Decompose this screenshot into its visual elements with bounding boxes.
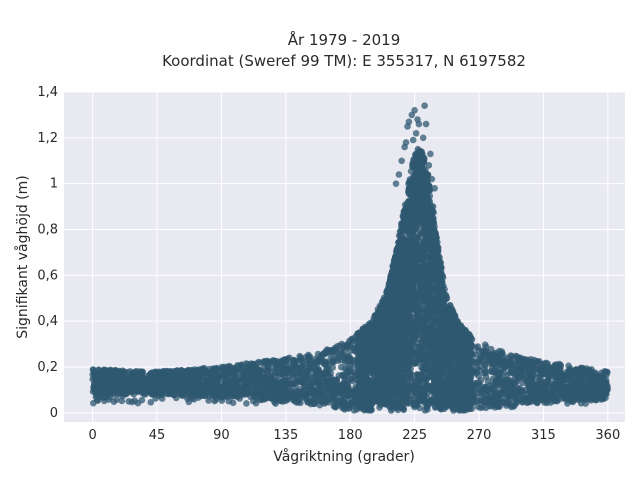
data-point	[471, 359, 479, 367]
data-point	[292, 367, 300, 375]
data-point	[130, 390, 138, 398]
data-point	[340, 403, 348, 411]
data-point	[484, 377, 492, 385]
data-point	[414, 233, 422, 241]
points-layer	[89, 102, 611, 414]
chart-title-line2: Koordinat (Sweref 99 TM): E 355317, N 61…	[162, 52, 526, 70]
data-point	[474, 403, 482, 410]
data-point	[333, 343, 341, 350]
data-point	[139, 368, 146, 376]
data-point	[474, 343, 482, 350]
chart-title-line1: År 1979 - 2019	[288, 30, 401, 49]
